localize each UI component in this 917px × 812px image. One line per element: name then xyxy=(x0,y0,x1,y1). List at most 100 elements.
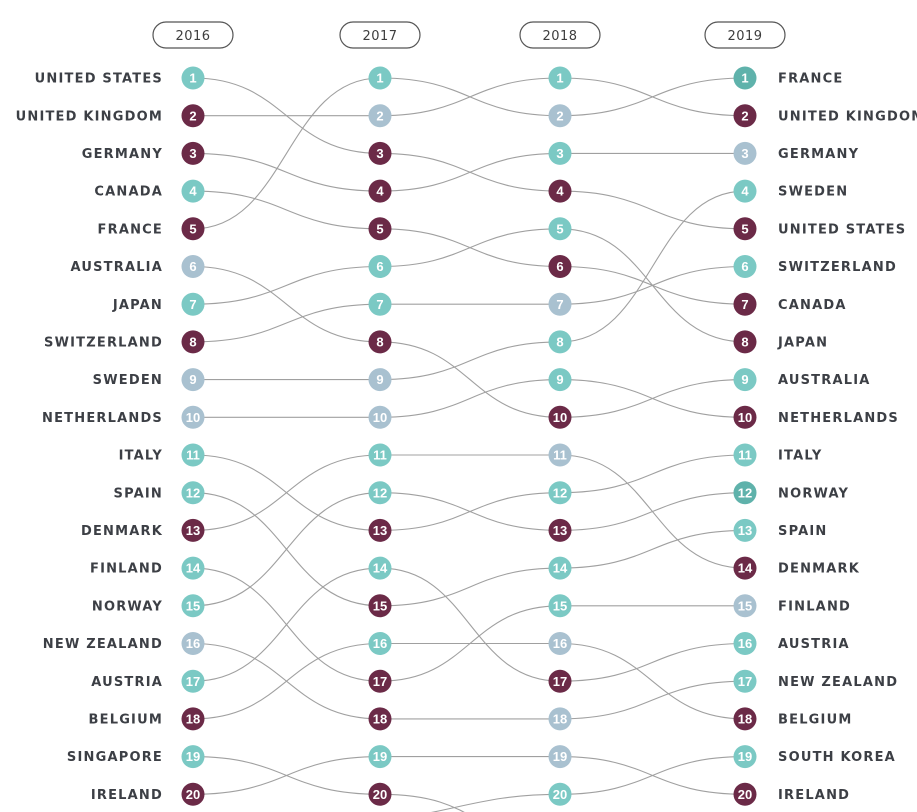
rank-circle xyxy=(368,217,392,241)
rank-number: 19 xyxy=(373,749,387,764)
rank-number: 7 xyxy=(376,297,383,312)
rank-circle xyxy=(548,255,572,278)
rank-node-2017-14: 14 xyxy=(368,556,392,580)
left-label-netherlands: NETHERLANDS xyxy=(42,411,163,426)
rank-circle xyxy=(733,405,757,429)
rank-circle xyxy=(548,782,572,806)
rank-node-2019-9: 9 xyxy=(733,368,757,392)
rank-node-2017-11: 11 xyxy=(368,443,392,467)
left-label-belgium: BELGIUM xyxy=(89,713,163,728)
rank-number: 13 xyxy=(186,523,200,538)
rank-node-2017-8: 8 xyxy=(368,330,392,354)
rank-number: 5 xyxy=(556,221,563,236)
rank-number: 20 xyxy=(186,787,200,802)
rank-number: 19 xyxy=(186,749,200,764)
rank-number: 15 xyxy=(738,598,752,613)
rank-number: 3 xyxy=(556,146,563,161)
rank-number: 18 xyxy=(553,712,567,727)
right-label-sweden: SWEDEN xyxy=(778,185,848,200)
left-label-germany: GERMANY xyxy=(82,147,163,162)
rank-circle xyxy=(368,481,392,505)
connector-spain-2017-2018 xyxy=(379,567,561,607)
rank-circle xyxy=(181,443,205,467)
rank-number: 15 xyxy=(553,598,567,613)
rank-circle xyxy=(181,518,205,542)
connector-france-2016-2017 xyxy=(192,77,381,230)
rank-circle xyxy=(368,782,392,806)
rank-node-2016-1: 1 xyxy=(181,66,205,90)
rank-node-2016-17: 17 xyxy=(181,669,205,693)
left-label-united-kingdom: UNITED KINGDOM xyxy=(16,109,163,124)
rank-node-2017-5: 5 xyxy=(368,217,392,241)
rank-node-2018-16: 16 xyxy=(548,632,572,655)
rank-circle xyxy=(548,745,572,769)
rank-node-2016-5: 5 xyxy=(181,217,205,241)
connector-spain-2018-2019 xyxy=(559,529,746,569)
left-label-austria: AUSTRIA xyxy=(91,675,163,690)
rank-node-2017-20: 20 xyxy=(368,782,392,806)
rank-node-2017-18: 18 xyxy=(368,707,392,731)
rank-circle xyxy=(733,556,757,580)
connector-norway-2018-2019 xyxy=(559,492,746,531)
connector-south-korea-2018-2019 xyxy=(559,756,746,795)
connector-sweden-2017-2018 xyxy=(379,341,561,381)
rank-node-2019-2: 2 xyxy=(733,104,757,128)
rank-number: 14 xyxy=(186,561,201,576)
rank-node-2018-8: 8 xyxy=(548,330,572,354)
rank-node-2016-13: 13 xyxy=(181,518,205,542)
rank-number: 3 xyxy=(376,146,383,161)
rank-node-2016-11: 11 xyxy=(181,443,205,467)
connector-france-2017-2018 xyxy=(379,77,561,117)
rank-number: 11 xyxy=(553,448,567,463)
connector-canada-2016-2017 xyxy=(192,190,381,230)
rank-number: 10 xyxy=(186,410,200,425)
rank-number: 16 xyxy=(738,636,752,651)
connector-japan-2017-2018 xyxy=(379,228,561,268)
right-label-france: FRANCE xyxy=(778,72,843,87)
connector-sweden-2018-2019 xyxy=(559,190,746,343)
rank-circle xyxy=(368,443,392,467)
rank-circle xyxy=(733,707,757,731)
rank-node-2018-13: 13 xyxy=(548,518,572,542)
rank-number: 4 xyxy=(556,184,564,199)
rank-node-2018-17: 17 xyxy=(548,669,572,693)
rank-circle xyxy=(548,104,572,128)
rank-node-2017-16: 16 xyxy=(368,632,392,655)
rank-number: 10 xyxy=(553,410,567,425)
right-label-south-korea: SOUTH KOREA xyxy=(778,750,896,765)
rank-node-2016-2: 2 xyxy=(181,104,205,128)
rank-node-2019-15: 15 xyxy=(733,594,757,618)
rank-number: 6 xyxy=(189,259,196,274)
connector-austria-2016-2017 xyxy=(192,567,381,682)
rank-circle xyxy=(548,141,572,165)
rank-circle xyxy=(548,292,572,316)
rank-number: 2 xyxy=(376,108,383,123)
rank-circle xyxy=(548,330,572,354)
rank-node-2018-10: 10 xyxy=(548,405,572,429)
rank-number: 6 xyxy=(556,259,563,274)
connector-austria-2017-2018 xyxy=(379,567,561,682)
rank-node-2018-3: 3 xyxy=(548,141,572,165)
rank-node-2019-18: 18 xyxy=(733,707,757,731)
rank-node-2019-8: 8 xyxy=(733,330,757,354)
connector-singapore-2017-2018 xyxy=(379,793,465,812)
left-label-finland: FINLAND xyxy=(90,562,163,577)
right-label-denmark: DENMARK xyxy=(778,562,860,577)
rank-circle xyxy=(733,669,757,693)
rank-circle xyxy=(368,632,392,655)
connector-austria-2018-2019 xyxy=(559,642,746,682)
rank-number: 5 xyxy=(376,221,383,236)
rank-node-2019-12: 12 xyxy=(733,481,757,505)
rank-node-2018-15: 15 xyxy=(548,594,572,618)
rank-circle xyxy=(733,745,757,769)
rank-number: 12 xyxy=(186,485,200,500)
rank-number: 16 xyxy=(373,636,387,651)
rank-number: 12 xyxy=(738,485,752,500)
rank-node-2016-16: 16 xyxy=(181,632,205,655)
connector-netherlands-2017-2018 xyxy=(379,379,561,418)
rank-number: 4 xyxy=(189,184,197,199)
rank-circle xyxy=(548,632,572,655)
rank-number: 9 xyxy=(376,372,383,387)
rank-number: 5 xyxy=(189,221,196,236)
rank-node-2018-7: 7 xyxy=(548,292,572,316)
